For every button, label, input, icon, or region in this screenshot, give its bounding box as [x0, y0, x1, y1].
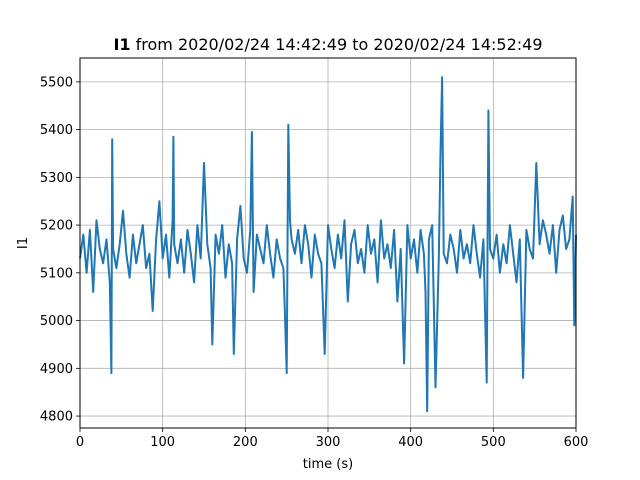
title-variable: I1	[113, 35, 130, 54]
x-tick-label: 300	[316, 435, 341, 450]
chart-title: I1 from 2020/02/24 14:42:49 to 2020/02/2…	[113, 35, 542, 54]
y-tick-label: 4800	[40, 410, 73, 425]
x-tick-label: 0	[76, 435, 84, 450]
y-tick-label: 5500	[40, 75, 73, 90]
y-tick-label: 5300	[40, 171, 73, 186]
y-tick-label: 5000	[40, 314, 73, 329]
x-tick-label: 100	[150, 435, 175, 450]
y-tick-label: 5200	[40, 219, 73, 234]
series-line	[79, 76, 577, 413]
x-axis-ticks: 0 100 200 300 400 500 600	[76, 428, 589, 450]
y-tick-label: 5100	[40, 266, 73, 281]
grid-lines	[79, 58, 577, 428]
y-axis-ticks: 4800 4900 5000 5100 5200 5300 5400 5500	[40, 75, 80, 425]
y-axis-label: I1	[16, 237, 31, 249]
x-tick-label: 200	[233, 435, 258, 450]
y-tick-label: 4900	[40, 362, 73, 377]
x-axis-label: time (s)	[303, 457, 353, 472]
x-tick-label: 400	[398, 435, 423, 450]
plot-area	[79, 76, 577, 413]
x-tick-label: 600	[564, 435, 589, 450]
axes-frame	[79, 57, 577, 429]
title-rest: from 2020/02/24 14:42:49 to 2020/02/24 1…	[131, 35, 543, 54]
x-tick-label: 500	[481, 435, 506, 450]
y-tick-label: 5400	[40, 123, 73, 138]
